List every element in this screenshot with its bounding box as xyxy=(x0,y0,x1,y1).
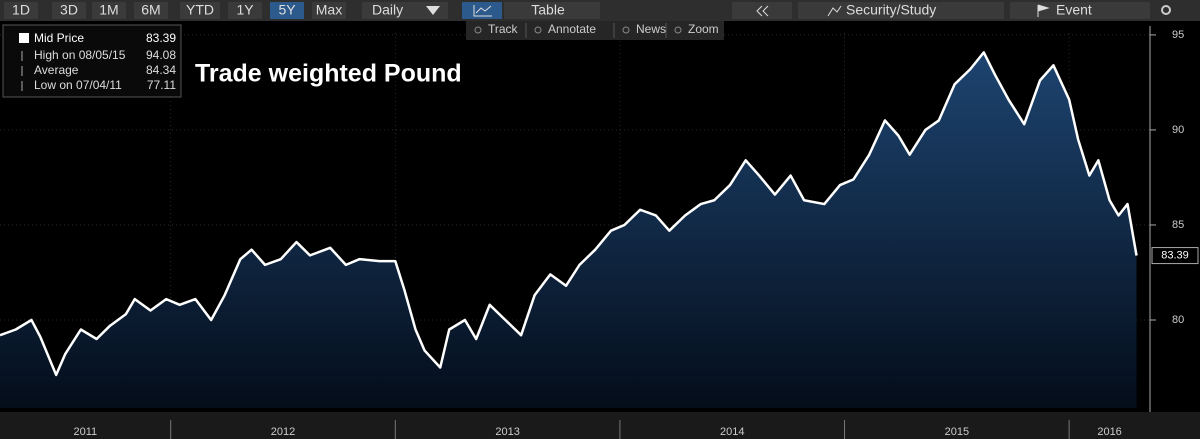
y-tick-label: 95 xyxy=(1172,29,1184,41)
chart-tools-bar xyxy=(466,21,724,40)
range-button[interactable] xyxy=(180,2,220,19)
tool-label[interactable]: Track xyxy=(488,22,519,36)
security-button[interactable] xyxy=(798,2,1004,19)
legend-name: Mid Price xyxy=(34,31,84,45)
stat-value: 94.08 xyxy=(146,48,176,62)
x-tick-label: 2011 xyxy=(74,426,98,438)
stat-label: Average xyxy=(34,63,79,77)
range-button[interactable] xyxy=(52,2,86,19)
legend-swatch xyxy=(19,33,29,43)
area-fill xyxy=(0,52,1137,409)
range-label[interactable]: YTD xyxy=(186,2,214,18)
range-label[interactable]: Max xyxy=(316,2,342,18)
last-value-box xyxy=(1151,247,1199,265)
dropdown-arrow xyxy=(426,6,440,15)
collapse-button[interactable] xyxy=(732,2,792,19)
x-axis-band xyxy=(0,412,1200,439)
x-tick-label: 2012 xyxy=(271,426,295,438)
last-value-label: 83.39 xyxy=(1161,249,1189,261)
tool-icon xyxy=(622,26,630,34)
flag-icon xyxy=(1037,4,1050,17)
range-button[interactable] xyxy=(312,2,346,19)
event-button[interactable] xyxy=(1010,2,1150,19)
range-button[interactable] xyxy=(270,2,304,19)
security-icon xyxy=(827,5,842,17)
event-label[interactable]: Event xyxy=(1056,2,1092,18)
collapse-icon xyxy=(756,5,769,17)
chart-icon-button[interactable] xyxy=(462,2,502,19)
table-label[interactable]: Table xyxy=(531,2,565,18)
range-button[interactable] xyxy=(4,2,38,19)
stat-label: Low on 07/04/11 xyxy=(34,78,122,92)
tool-icon xyxy=(474,26,482,34)
legend-box xyxy=(2,24,182,98)
stat-label: High on 08/05/15 xyxy=(34,48,126,62)
y-tick-label: 80 xyxy=(1172,314,1184,326)
range-button[interactable] xyxy=(134,2,168,19)
legend-value: 83.39 xyxy=(146,31,176,45)
tool-icon xyxy=(534,26,542,34)
range-label[interactable]: 1M xyxy=(99,2,118,18)
x-tick-label: 2014 xyxy=(720,426,744,438)
chart-icon xyxy=(473,5,492,17)
price-line xyxy=(0,51,1138,377)
table-button[interactable] xyxy=(504,2,600,19)
range-label[interactable]: 3D xyxy=(60,2,78,18)
tool-icon xyxy=(674,26,682,34)
range-label[interactable]: 1D xyxy=(12,2,30,18)
y-tick-label: 90 xyxy=(1172,124,1184,136)
tool-label[interactable]: Annotate xyxy=(548,22,596,36)
stat-value: 77.11 xyxy=(147,78,176,92)
range-label[interactable]: 1Y xyxy=(236,2,254,18)
range-label[interactable]: 6M xyxy=(141,2,160,18)
y-tick-label: 85 xyxy=(1172,219,1184,231)
tool-label[interactable]: Zoom xyxy=(688,22,719,36)
chart-title: Trade weighted Pound xyxy=(195,60,462,88)
frequency-label[interactable]: Daily xyxy=(372,2,403,18)
stat-value: 84.34 xyxy=(146,63,176,77)
x-tick-label: 2013 xyxy=(495,426,519,438)
x-tick-label: 2015 xyxy=(945,426,969,438)
x-tick-label: 2016 xyxy=(1097,426,1121,438)
settings-icon[interactable] xyxy=(1161,5,1171,15)
tool-label[interactable]: News xyxy=(636,22,666,36)
security-label[interactable]: Security/Study xyxy=(846,2,936,18)
range-button[interactable] xyxy=(228,2,262,19)
range-button[interactable] xyxy=(92,2,126,19)
range-label[interactable]: 5Y xyxy=(278,2,296,18)
